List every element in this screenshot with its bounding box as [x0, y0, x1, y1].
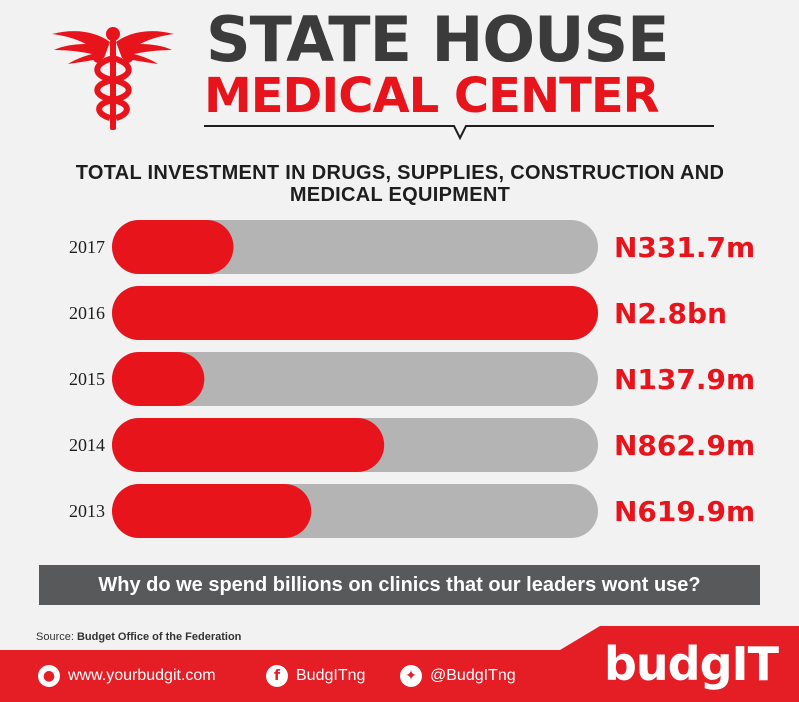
twitter-handle[interactable]: @BudgITng: [430, 667, 516, 684]
page-title-line2: MEDICAL CENTER: [204, 68, 660, 124]
question-banner: Why do we spend billions on clinics that…: [39, 565, 760, 605]
year-label-2014: 2014: [69, 435, 105, 455]
bar-2014: [112, 418, 385, 472]
facebook-icon: f: [266, 665, 288, 687]
footer-website[interactable]: ● www.yourbudgit.com: [38, 650, 216, 702]
value-label-2016: N2.8bn: [614, 297, 727, 330]
year-label-2017: 2017: [69, 237, 105, 257]
year-label-2013: 2013: [69, 501, 105, 521]
caduceus-icon: [52, 27, 174, 130]
bar-2015: [112, 352, 205, 406]
source-value: Budget Office of the Federation: [76, 631, 242, 643]
source-label: Source:: [36, 631, 74, 643]
bar-track-2017: [112, 220, 598, 274]
year-label-2015: 2015: [69, 369, 105, 389]
bar-2017: [112, 220, 234, 274]
footer-facebook[interactable]: f BudgITng: [266, 650, 365, 702]
value-label-2013: N619.9m: [614, 495, 755, 528]
value-label-2014: N862.9m: [614, 429, 755, 462]
twitter-icon: ✦: [400, 665, 422, 687]
chart-title: TOTAL INVESTMENT IN DRUGS, SUPPLIES, CON…: [75, 162, 725, 206]
bar-2016: [112, 286, 598, 340]
source-note: Source: Budget Office of the Federation: [36, 631, 241, 643]
value-label-2015: N137.9m: [614, 363, 755, 396]
budgit-logo: budgIT: [604, 637, 779, 691]
website-link[interactable]: www.yourbudgit.com: [68, 667, 216, 684]
footer-twitter[interactable]: ✦ @BudgITng: [400, 650, 516, 702]
bar-track-2015: [112, 352, 598, 406]
page-title-line1: STATE HOUSE: [206, 3, 669, 76]
value-label-2017: N331.7m: [614, 231, 755, 264]
bar-2013: [112, 484, 312, 538]
title-underline: [204, 125, 714, 141]
facebook-handle[interactable]: BudgITng: [296, 667, 366, 684]
brand-tab: [560, 626, 799, 702]
year-label-2016: 2016: [69, 303, 105, 323]
globe-icon: ●: [38, 665, 60, 687]
